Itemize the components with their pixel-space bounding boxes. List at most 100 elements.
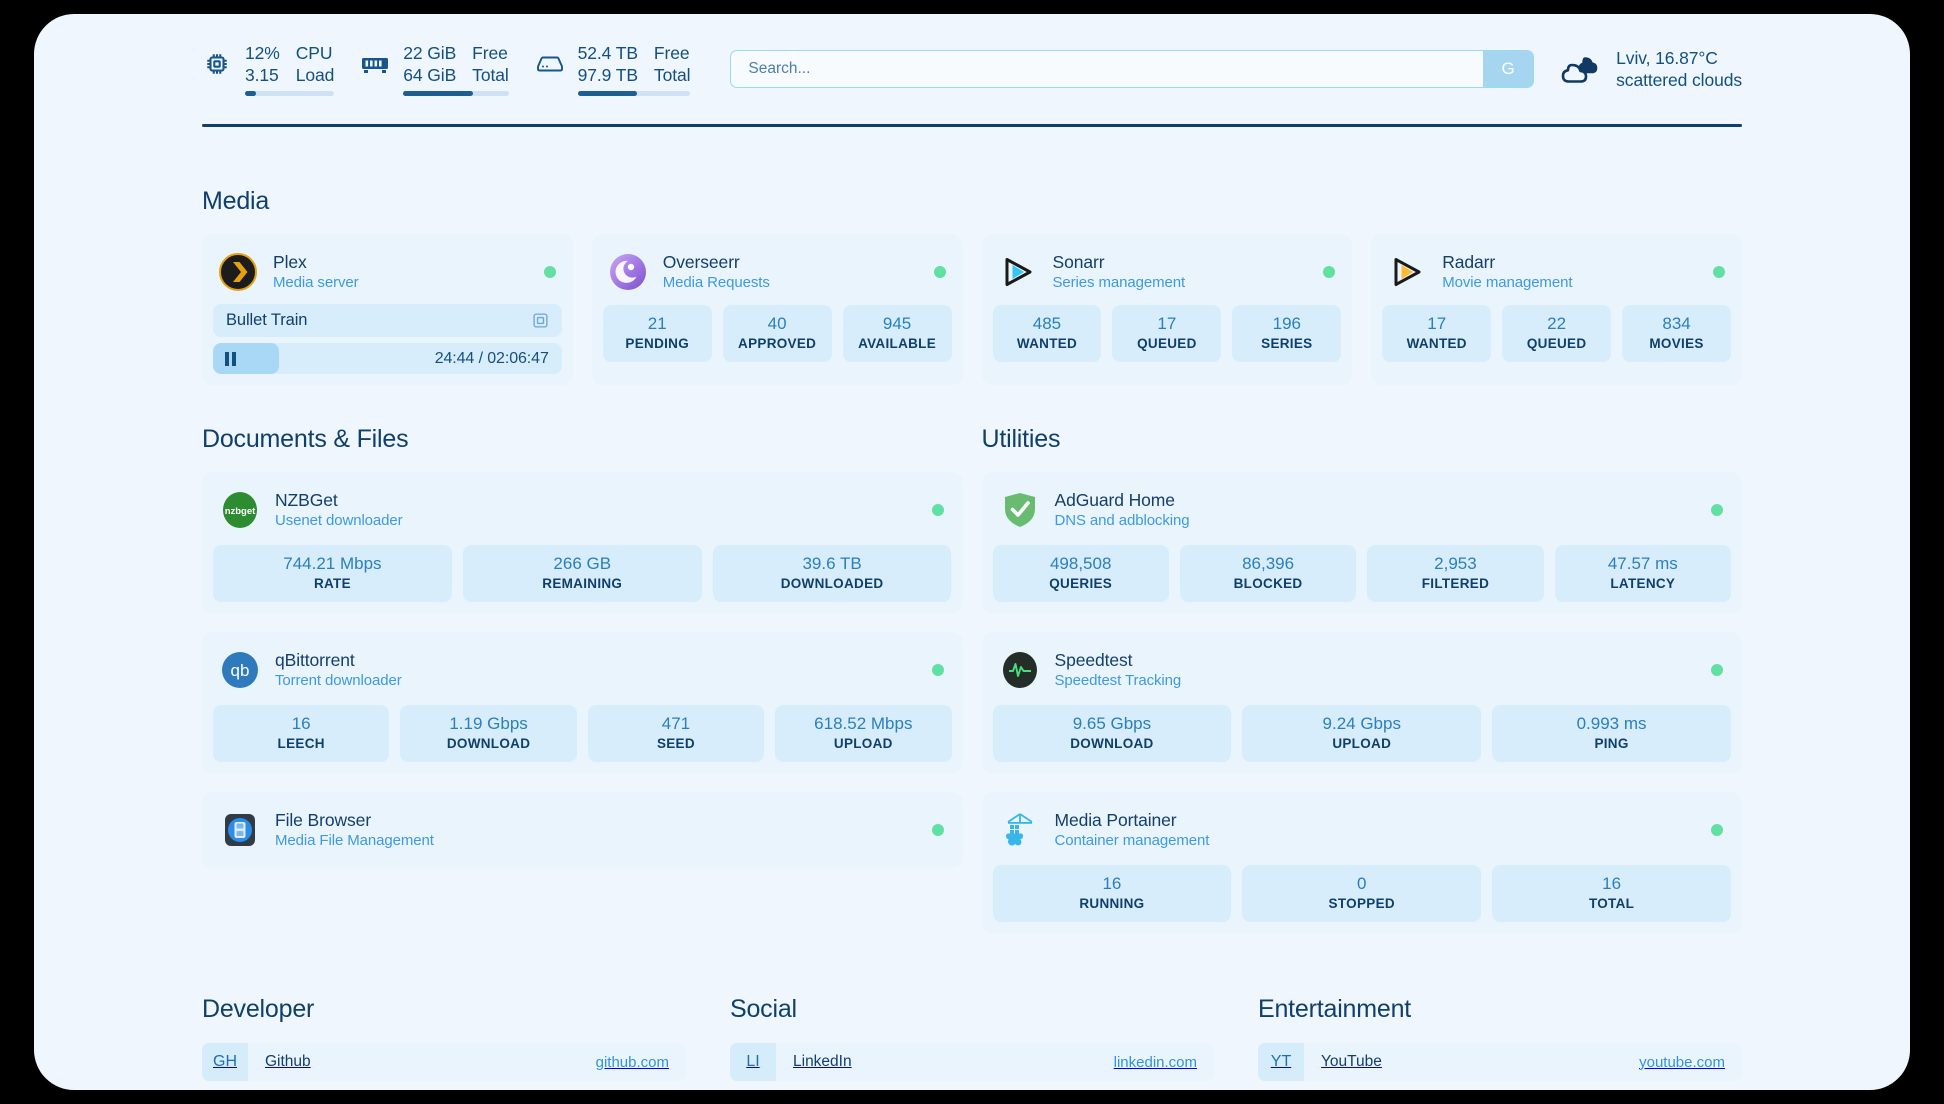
plex-name: Plex [273,252,307,272]
radarr-card-titles: Radarr Movie management [1442,251,1697,293]
service-card-adguard[interactable]: AdGuard Home DNS and adblocking 498,508 … [981,472,1742,613]
service-card-radarr[interactable]: Radarr Movie management 17 WANTED 22 QUE… [1371,234,1742,385]
stat-value: 196 [1272,314,1301,333]
overseerr-subtitle: Media Requests [662,274,770,291]
plex-progress-bar[interactable]: 24:44 / 02:06:47 [213,343,562,374]
stat-tile[interactable]: 22 QUEUED [1502,305,1612,362]
stat-tile[interactable]: 196 SERIES [1232,305,1342,362]
adguard-status-badge [1711,504,1723,516]
list-item[interactable]: YT YouTube youtube.com [1258,1043,1742,1081]
stat-tile[interactable]: 0.993 ms PING [1492,705,1731,762]
stat-tile[interactable]: 744.21 Mbps RATE [213,545,452,602]
portainer-card-header: Media Portainer Container management [993,803,1732,857]
stat-tile[interactable]: 16 TOTAL [1492,865,1731,922]
cpu-label-line1: CPU [295,42,333,63]
stat-tile[interactable]: 17 QUEUED [1112,305,1222,362]
stat-tile[interactable]: 21 PENDING [602,305,712,362]
plex-card-header: Plex Media server [213,245,562,299]
stat-tile[interactable]: 834 MOVIES [1622,305,1732,362]
stat-value: 39.6 TB [802,554,862,573]
weather-location-temp: Lviv, 16.87°C [1616,48,1718,68]
service-card-qbittorrent[interactable]: qb qBittorrent Torrent downloader 16 LEE… [202,632,963,773]
stat-label: WANTED [1406,336,1467,351]
stat-label: BLOCKED [1233,576,1303,591]
bookmark-name: LinkedIn [793,1053,852,1070]
service-card-overseerr[interactable]: Overseerr Media Requests 21 PENDING 40 A… [591,234,963,385]
plex-now-playing-title-row[interactable]: Bullet Train [213,304,562,337]
radarr-stats: 17 WANTED 22 QUEUED 834 MOVIES [1382,305,1732,362]
nzbget-stats: 744.21 Mbps RATE 266 GB REMAINING 39.6 T… [213,545,952,602]
media-section-title: Media [202,187,270,215]
list-item[interactable]: GH Github github.com [202,1043,686,1081]
speedtest-logo [1001,651,1039,689]
radarr-status-badge [1713,266,1725,278]
service-card-portainer[interactable]: Media Portainer Container management 16 … [981,792,1742,933]
stat-tile[interactable]: 945 AVAILABLE [842,305,952,362]
bookmark-list: YT YouTube youtube.com NF Netflix netfli… [1258,1043,1742,1090]
search-submit-button[interactable]: G [1483,51,1534,87]
stat-label: QUERIES [1049,576,1113,591]
bookmark-group-developer: Developer GH Github github.com SO StackO… [202,995,686,1090]
service-card-speedtest[interactable]: Speedtest Speedtest Tracking 9.65 Gbps D… [981,632,1742,773]
overseerr-stats: 21 PENDING 40 APPROVED 945 AVAILABLE [602,305,952,362]
search-input[interactable] [731,51,1484,87]
speedtest-card-titles: Speedtest Speedtest Tracking [1055,649,1696,691]
stat-value: 40 [767,314,787,333]
adguard-card-header: AdGuard Home DNS and adblocking [993,483,1732,537]
stat-tile[interactable]: 618.52 Mbps UPLOAD [775,705,952,762]
service-card-nzbget[interactable]: nzbget NZBGet Usenet downloader 744.21 M… [202,472,963,613]
stat-tile[interactable]: 0 STOPPED [1242,865,1482,922]
stat-tile[interactable]: 17 WANTED [1382,305,1492,362]
stat-label: WANTED [1016,336,1078,351]
speedtest-stats: 9.65 Gbps DOWNLOAD 9.24 Gbps UPLOAD 0.99… [992,705,1732,762]
stat-tile[interactable]: 498,508 QUERIES [992,545,1169,602]
stat-tile[interactable]: 2,953 FILTERED [1367,545,1544,602]
bookmark-group-social: Social LI LinkedIn linkedin.com TW Twitt… [730,995,1214,1090]
disk-label-line2: Total [653,64,691,85]
resolution-icon [532,312,549,329]
overseerr-card-titles: Overseerr Media Requests [663,251,918,293]
scattered-clouds-icon [1560,53,1602,85]
cpu-usage-value: 12% [245,42,280,63]
stat-tile[interactable]: 16 RUNNING [992,865,1232,922]
cpu-stat-widget: 12% 3.15 CPU Load [202,43,360,96]
stat-label: SEED [656,736,695,751]
stat-tile[interactable]: 1.19 Gbps DOWNLOAD [400,705,577,762]
stat-tile[interactable]: 9.65 Gbps DOWNLOAD [992,705,1232,762]
bookmark-abbr: LI [730,1043,776,1081]
stat-tile[interactable]: 9.24 Gbps UPLOAD [1242,705,1482,762]
stat-tile[interactable]: 16 LEECH [213,705,390,762]
stat-label: UPLOAD [833,736,893,751]
documents-card-stack: nzbget NZBGet Usenet downloader 744.21 M… [202,472,963,868]
list-item[interactable]: LI LinkedIn linkedin.com [730,1043,1214,1081]
service-card-filebrowser[interactable]: File Browser Media File Management [202,792,963,868]
dashboard-window: 12% 3.15 CPU Load [34,14,1910,1090]
qbittorrent-status-badge [931,664,944,676]
stat-label: QUEUED [1137,336,1197,351]
portainer-stats: 16 RUNNING 0 STOPPED 16 TOTAL [992,865,1732,922]
stat-label: TOTAL [1588,896,1635,911]
stat-label: APPROVED [738,336,817,351]
stat-value: 9.65 Gbps [1072,714,1152,733]
pause-icon[interactable] [213,351,236,366]
plex-status-badge [543,266,556,278]
stat-tile[interactable]: 47.57 ms LATENCY [1554,545,1731,602]
stat-tile[interactable]: 471 SEED [587,705,765,762]
adguard-card-titles: AdGuard Home DNS and adblocking [1055,489,1696,531]
service-card-plex[interactable]: Plex Media server Bullet Train [202,234,573,385]
stat-tile[interactable]: 86,396 BLOCKED [1179,545,1357,602]
overseerr-card-header: Overseerr Media Requests [603,245,952,299]
service-card-sonarr[interactable]: Sonarr Series management 485 WANTED 17 Q… [981,234,1353,385]
portainer-logo [1001,811,1039,849]
qbittorrent-card-header: qb qBittorrent Torrent downloader [213,643,952,697]
search-box[interactable]: G [730,50,1535,88]
filebrowser-card-header: File Browser Media File Management [213,803,952,857]
stat-tile[interactable]: 39.6 TB DOWNLOADED [712,545,952,602]
portainer-status-badge [1711,824,1723,836]
stat-tile[interactable]: 485 WANTED [992,305,1102,362]
stat-tile[interactable]: 40 APPROVED [722,305,832,362]
stat-value: 16 [1102,874,1122,893]
stat-tile[interactable]: 266 GB REMAINING [462,545,702,602]
speedtest-card-header: Speedtest Speedtest Tracking [993,643,1732,697]
bookmarks-area: Developer GH Github github.com SO StackO… [202,995,1742,1090]
